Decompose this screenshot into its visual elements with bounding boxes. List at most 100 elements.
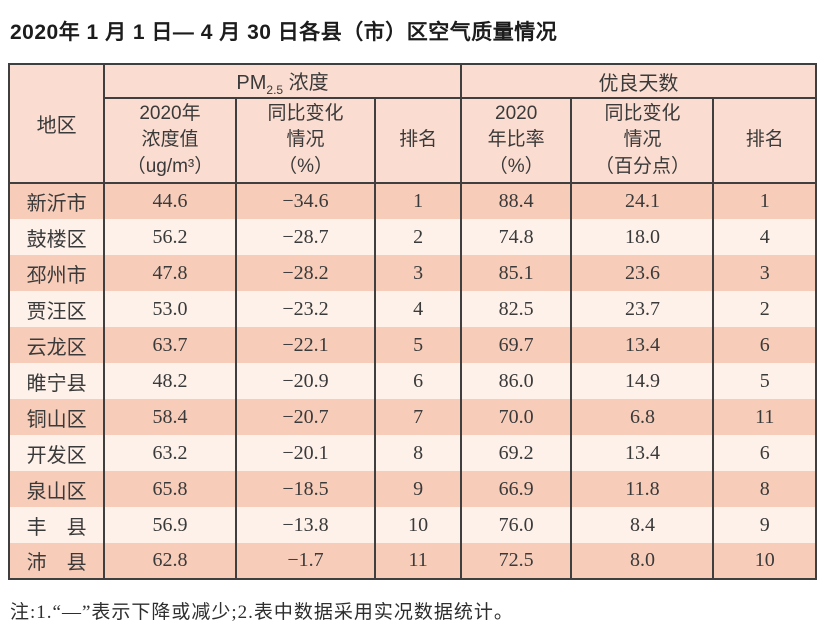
table-row: 鼓楼区 56.2 −28.7 2 74.8 18.0 4 — [7, 219, 817, 255]
pm25-label-prefix: PM — [236, 71, 267, 94]
region-cell: 开发区 — [7, 435, 106, 471]
col-group-good-days: 优良天数 — [459, 64, 818, 99]
table-body: 新沂市 44.6 −34.6 1 88.4 24.1 1 鼓楼区 56.2 −28.7 2 74.8 1… — [7, 183, 817, 579]
pm25-change-cell: −20.7 — [234, 399, 377, 435]
col-group-pm25: PM2.5 浓度 — [103, 64, 462, 99]
good-change-cell: 13.4 — [570, 327, 715, 363]
region-cell: 丰 县 — [7, 507, 106, 543]
pm25-label-subscript: 2.5 — [266, 82, 284, 97]
region-cell: 睢宁县 — [7, 363, 106, 399]
good-rate-cell: 82.5 — [459, 291, 573, 327]
pm25-value-cell: 63.7 — [103, 327, 237, 363]
col-header-region: 地区 — [7, 64, 106, 184]
pm25-value-cell: 48.2 — [103, 363, 237, 399]
pm25-value-cell: 56.9 — [103, 507, 237, 543]
table-row: 开发区 63.2 −20.1 8 69.2 13.4 6 — [7, 435, 817, 471]
pm25-rank-cell: 1 — [374, 183, 462, 219]
good-rank-cell: 5 — [712, 363, 817, 399]
region-cell: 云龙区 — [7, 327, 106, 363]
good-rate-cell: 88.4 — [459, 183, 573, 219]
good-rate-cell: 70.0 — [459, 399, 573, 435]
pm25-label-suffix: 浓度 — [283, 71, 329, 94]
table-header-group-row: 地区 PM2.5 浓度 优良天数 — [7, 64, 818, 184]
pm25-change-cell: −22.1 — [234, 327, 377, 363]
good-rank-cell: 11 — [712, 399, 817, 435]
region-cell: 邳州市 — [7, 255, 106, 291]
good-rate-cell: 69.2 — [459, 435, 573, 471]
pm25-value-cell: 56.2 — [103, 219, 237, 255]
table-row: 睢宁县 48.2 −20.9 6 86.0 14.9 5 — [7, 363, 817, 399]
pm25-rank-cell: 8 — [374, 435, 462, 471]
good-rank-cell: 9 — [712, 507, 817, 543]
good-rank-cell: 1 — [712, 183, 817, 219]
air-quality-table: 地区 PM2.5 浓度 优良天数 2020年 浓度值 （ug/m³） 同比变化 … — [7, 63, 818, 580]
good-rank-cell: 10 — [712, 543, 817, 579]
good-rate-cell: 85.1 — [459, 255, 573, 291]
pm25-change-cell: −28.7 — [234, 219, 377, 255]
col-header-good-change: 同比变化 情况 （百分点） — [570, 98, 715, 184]
table-row: 泉山区 65.8 −18.5 9 66.9 11.8 8 — [7, 471, 817, 507]
good-change-cell: 23.6 — [570, 255, 715, 291]
col-header-good-rate: 2020 年比率 （%） — [459, 98, 573, 184]
table-row: 邳州市 47.8 −28.2 3 85.1 23.6 3 — [7, 255, 817, 291]
pm25-value-cell: 44.6 — [103, 183, 237, 219]
pm25-change-cell: −28.2 — [234, 255, 377, 291]
region-cell: 沛 县 — [7, 543, 106, 579]
good-rank-cell: 3 — [712, 255, 817, 291]
good-rate-cell: 69.7 — [459, 327, 573, 363]
pm25-rank-cell: 10 — [374, 507, 462, 543]
pm25-change-cell: −1.7 — [234, 543, 377, 579]
good-rank-cell: 6 — [712, 435, 817, 471]
col-header-pm25-change: 同比变化 情况 （%） — [234, 98, 377, 184]
page-title: 2020年 1 月 1 日— 4 月 30 日各县（市）区空气质量情况 — [10, 21, 558, 44]
pm25-change-cell: −18.5 — [234, 471, 377, 507]
pm25-value-cell: 65.8 — [103, 471, 237, 507]
good-rate-cell: 72.5 — [459, 543, 573, 579]
good-change-cell: 8.0 — [570, 543, 715, 579]
col-header-pm25-value: 2020年 浓度值 （ug/m³） — [103, 98, 237, 184]
pm25-rank-cell: 11 — [374, 543, 462, 579]
pm25-value-cell: 47.8 — [103, 255, 237, 291]
good-change-cell: 8.4 — [570, 507, 715, 543]
good-change-cell: 14.9 — [570, 363, 715, 399]
good-rate-cell: 86.0 — [459, 363, 573, 399]
good-change-cell: 11.8 — [570, 471, 715, 507]
pm25-change-cell: −20.1 — [234, 435, 377, 471]
table-row: 新沂市 44.6 −34.6 1 88.4 24.1 1 — [7, 183, 817, 219]
good-change-cell: 23.7 — [570, 291, 715, 327]
pm25-change-cell: −34.6 — [234, 183, 377, 219]
col-header-pm25-rank: 排名 — [374, 98, 462, 184]
pm25-rank-cell: 7 — [374, 399, 462, 435]
good-rate-cell: 66.9 — [459, 471, 573, 507]
footnote: 注:1.“—”表示下降或减少;2.表中数据采用实况数据统计。 — [10, 602, 514, 623]
pm25-change-cell: −23.2 — [234, 291, 377, 327]
col-header-good-rank: 排名 — [712, 98, 817, 184]
pm25-rank-cell: 6 — [374, 363, 462, 399]
table-row: 贾汪区 53.0 −23.2 4 82.5 23.7 2 — [7, 291, 817, 327]
region-cell: 新沂市 — [7, 183, 106, 219]
good-rank-cell: 6 — [712, 327, 817, 363]
good-rank-cell: 2 — [712, 291, 817, 327]
pm25-change-cell: −20.9 — [234, 363, 377, 399]
pm25-value-cell: 53.0 — [103, 291, 237, 327]
good-rate-cell: 74.8 — [459, 219, 573, 255]
table-header-sub-row: 2020年 浓度值 （ug/m³） 同比变化 情况 （%） 排名 2020 年比… — [9, 98, 817, 184]
good-rank-cell: 8 — [712, 471, 817, 507]
region-cell: 铜山区 — [7, 399, 106, 435]
good-change-cell: 13.4 — [570, 435, 715, 471]
good-change-cell: 24.1 — [570, 183, 715, 219]
good-change-cell: 18.0 — [570, 219, 715, 255]
pm25-rank-cell: 4 — [374, 291, 462, 327]
good-change-cell: 6.8 — [570, 399, 715, 435]
pm25-value-cell: 63.2 — [103, 435, 237, 471]
pm25-rank-cell: 3 — [374, 255, 462, 291]
table-row: 沛 县 62.8 −1.7 11 72.5 8.0 10 — [7, 543, 817, 579]
table-header: 地区 PM2.5 浓度 优良天数 2020年 浓度值 （ug/m³） 同比变化 … — [7, 64, 818, 184]
table-row: 云龙区 63.7 −22.1 5 69.7 13.4 6 — [7, 327, 817, 363]
pm25-value-cell: 62.8 — [103, 543, 237, 579]
good-rate-cell: 76.0 — [459, 507, 573, 543]
region-cell: 鼓楼区 — [7, 219, 106, 255]
pm25-rank-cell: 2 — [374, 219, 462, 255]
pm25-value-cell: 58.4 — [103, 399, 237, 435]
